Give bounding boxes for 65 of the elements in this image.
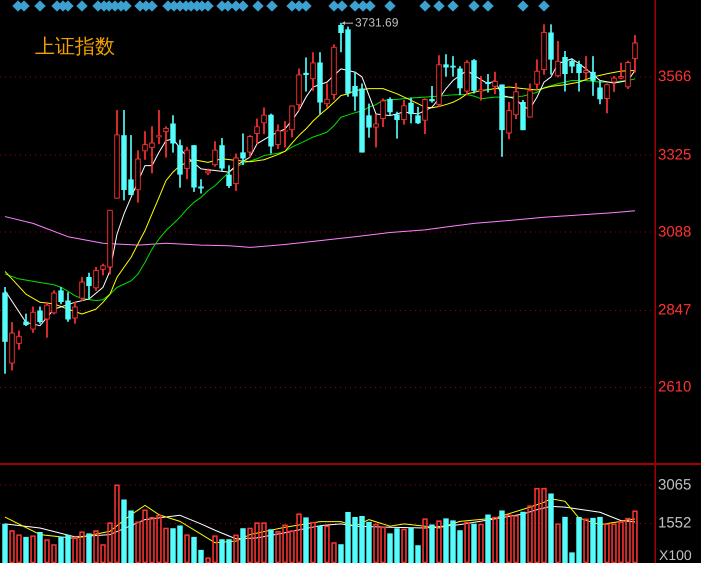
candlestick	[142, 131, 148, 160]
bar	[37, 532, 43, 563]
bar	[429, 524, 435, 563]
bar	[457, 530, 463, 563]
bar	[443, 518, 449, 563]
bar	[590, 518, 596, 563]
bar	[569, 552, 575, 563]
bar	[597, 516, 603, 563]
candlestick	[198, 179, 204, 194]
bar	[65, 534, 71, 563]
bar	[345, 512, 351, 563]
bar	[191, 536, 197, 563]
candlestick	[450, 56, 456, 77]
bar	[415, 545, 421, 563]
bar	[177, 525, 183, 563]
bar	[352, 516, 358, 563]
bar	[359, 516, 365, 563]
bar	[562, 516, 568, 563]
y-tick-label: 3325	[658, 146, 692, 164]
bar	[303, 517, 309, 563]
annotation: 3731.69	[355, 15, 399, 30]
candlestick	[478, 76, 484, 101]
candlestick	[282, 121, 288, 148]
bar	[471, 524, 477, 563]
y-tick-label: 1552	[658, 514, 692, 532]
y-tick-label: 3088	[658, 223, 692, 240]
candlestick	[373, 114, 379, 148]
bar	[450, 520, 456, 563]
candlestick	[394, 112, 400, 139]
bar	[86, 533, 92, 563]
bar	[198, 550, 204, 563]
bar	[219, 539, 225, 563]
y-tick-label: 3065	[658, 476, 692, 494]
y-tick-label: 2610	[658, 378, 692, 396]
bar	[394, 528, 400, 563]
bar	[170, 528, 176, 563]
candlestick	[583, 56, 589, 80]
y-axis-title: X100	[659, 546, 692, 563]
bar	[366, 522, 372, 563]
y-tick-label: 2847	[658, 302, 692, 319]
bar	[2, 524, 8, 563]
bar	[121, 499, 127, 563]
text: 上证指数	[35, 33, 115, 60]
candlestick	[485, 74, 491, 93]
bar	[485, 514, 491, 563]
bar	[499, 510, 505, 563]
bar	[240, 528, 246, 563]
candlestick	[163, 126, 169, 158]
bar	[408, 528, 414, 563]
bar	[23, 536, 29, 563]
bar	[387, 533, 393, 563]
y-tick-label: 3566	[658, 68, 692, 86]
bar	[338, 544, 344, 563]
bar	[226, 539, 232, 563]
bar	[520, 512, 526, 563]
candlestick	[590, 56, 596, 96]
bar	[576, 516, 582, 563]
bar	[317, 525, 323, 563]
bar	[58, 536, 64, 563]
bar	[128, 510, 134, 563]
bar	[268, 529, 274, 563]
bar	[548, 493, 554, 563]
candlestick	[324, 83, 330, 108]
candlestick	[149, 126, 155, 174]
candlestick	[240, 133, 246, 165]
